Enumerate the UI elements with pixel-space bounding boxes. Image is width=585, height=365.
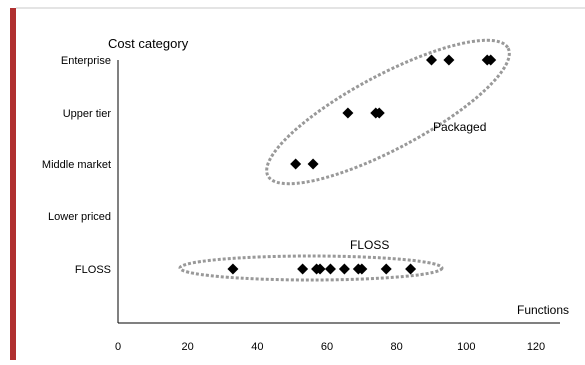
x-tick-label: 120 xyxy=(527,341,545,353)
data-point xyxy=(227,263,239,275)
x-axis-title: Functions xyxy=(517,303,569,317)
x-tick-label: 100 xyxy=(457,341,475,353)
data-point xyxy=(380,263,392,275)
data-point xyxy=(405,263,417,275)
data-point xyxy=(314,263,326,275)
data-point xyxy=(290,158,302,170)
data-point xyxy=(443,54,455,66)
data-point xyxy=(356,263,368,275)
y-axis-title: Cost category xyxy=(108,36,189,51)
x-tick-label: 80 xyxy=(391,341,403,353)
y-tick-label: Enterprise xyxy=(61,55,111,67)
axes: 0 20 40 60 80 100 120 FLOSS Lower priced Middle m… xyxy=(42,55,560,353)
y-tick-label: Middle market xyxy=(42,159,111,171)
y-tick-label: FLOSS xyxy=(75,264,111,276)
chart-labels: Cost category Functions Packaged FLOSS xyxy=(108,36,569,317)
annotation-floss: FLOSS xyxy=(350,238,389,252)
packaged-cluster-ellipse xyxy=(265,38,511,186)
data-point xyxy=(338,263,350,275)
x-tick-label: 60 xyxy=(321,341,333,353)
x-tick-label: 0 xyxy=(115,341,121,353)
data-point xyxy=(426,54,437,66)
data-point xyxy=(373,107,385,119)
data-point xyxy=(307,158,319,170)
y-tick-label: Lower priced xyxy=(48,211,111,223)
data-point xyxy=(297,263,309,275)
floss-cluster-ellipse xyxy=(178,254,444,282)
x-tick-label: 40 xyxy=(251,341,263,353)
data-point xyxy=(342,107,354,119)
y-tick-label: Upper tier xyxy=(63,108,112,120)
left-accent-bar xyxy=(10,8,16,360)
annotation-packaged: Packaged xyxy=(433,120,486,134)
x-tick-label: 20 xyxy=(182,341,194,353)
data-point xyxy=(324,263,336,275)
cluster-ellipses xyxy=(178,38,511,282)
data-point xyxy=(485,54,497,66)
data-points xyxy=(227,54,497,275)
